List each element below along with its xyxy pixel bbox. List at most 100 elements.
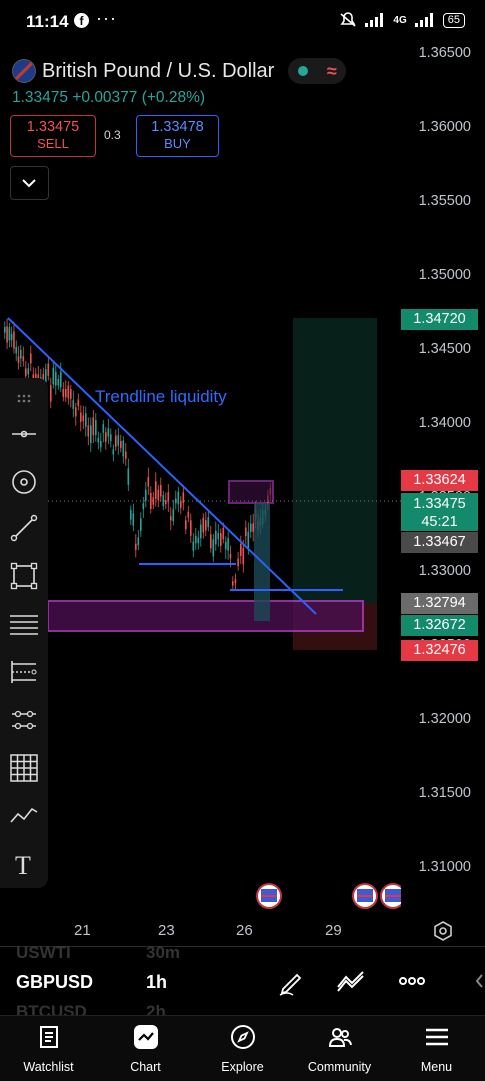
price-axis-tick: 1.32000 bbox=[418, 711, 471, 727]
level-tag-2: 1.32794 bbox=[401, 593, 478, 614]
candle bbox=[247, 531, 250, 550]
candle bbox=[157, 489, 160, 501]
gann-tool-icon[interactable] bbox=[8, 704, 40, 736]
nav-label: Community bbox=[307, 1060, 372, 1074]
candle bbox=[220, 533, 222, 546]
us-event-icon-2[interactable] bbox=[352, 883, 378, 909]
symbol-option-prev[interactable]: USWTI 30m bbox=[16, 943, 181, 962]
candle bbox=[229, 553, 232, 559]
candle bbox=[187, 511, 190, 518]
candle bbox=[65, 389, 67, 398]
candle bbox=[62, 389, 65, 397]
candle bbox=[155, 481, 157, 499]
sell-button[interactable]: 1.33475 SELL bbox=[10, 115, 96, 157]
watchlist-icon bbox=[39, 1026, 58, 1048]
more-options-icon[interactable] bbox=[398, 974, 426, 988]
sell-price: 1.33475 bbox=[26, 119, 80, 135]
nav-watchlist[interactable]: Watchlist bbox=[0, 1016, 97, 1081]
candle bbox=[57, 379, 60, 386]
price-axis-tick: 1.36000 bbox=[418, 119, 471, 135]
target-price-tag: 1.34720 bbox=[401, 309, 478, 330]
nav-chart[interactable]: Chart bbox=[97, 1016, 194, 1081]
candle bbox=[107, 428, 110, 437]
candle bbox=[20, 349, 22, 359]
nav-community[interactable]: Community bbox=[291, 1016, 388, 1081]
pitchfork-tool-icon[interactable] bbox=[8, 656, 40, 688]
candle bbox=[205, 520, 207, 531]
price-chart[interactable]: Trendline liquidity bbox=[0, 40, 485, 940]
market-status-pill[interactable]: ≈ bbox=[288, 58, 347, 84]
expand-button[interactable] bbox=[10, 166, 49, 200]
candle bbox=[6, 326, 8, 343]
candle bbox=[50, 385, 52, 402]
us-event-icon-3[interactable] bbox=[380, 883, 406, 909]
buy-label: BUY bbox=[164, 136, 191, 151]
collapse-arrow-icon[interactable] bbox=[474, 971, 484, 991]
pattern-tool-icon[interactable] bbox=[8, 800, 40, 832]
candle bbox=[102, 424, 105, 433]
price-axis-tick: 1.34500 bbox=[418, 341, 471, 357]
candle bbox=[67, 385, 70, 399]
toolbar-drag-handle-icon[interactable] bbox=[8, 384, 40, 416]
wave-icon: ≈ bbox=[326, 61, 337, 81]
trendline-annotation: Trendline liquidity bbox=[95, 387, 227, 406]
symbol-header[interactable]: British Pound / U.S. Dollar ≈ bbox=[12, 58, 347, 84]
candle bbox=[240, 543, 242, 556]
status-bar: 11:14 f ··· 4G 65 bbox=[0, 0, 485, 44]
stop-price-tag: 1.32476 bbox=[401, 640, 478, 661]
indicators-icon[interactable] bbox=[336, 969, 366, 993]
level-tag-3: 1.32672 bbox=[401, 615, 478, 636]
buy-button[interactable]: 1.33478 BUY bbox=[136, 115, 219, 157]
high-price-tag: 1.33624 bbox=[401, 470, 478, 491]
current-symbol[interactable]: GBPUSD bbox=[16, 972, 94, 992]
status-time: 11:14 bbox=[26, 12, 69, 31]
crosshair-icon[interactable] bbox=[8, 418, 40, 450]
battery-indicator: 65 bbox=[442, 12, 465, 28]
nav-label: Watchlist bbox=[23, 1060, 74, 1074]
candle bbox=[115, 435, 117, 447]
grid-tool-icon[interactable] bbox=[8, 752, 40, 784]
candle bbox=[237, 558, 239, 567]
spread-value: 0.3 bbox=[104, 128, 121, 142]
candle bbox=[120, 441, 122, 449]
candle bbox=[132, 513, 135, 526]
more-notifications-icon: ··· bbox=[96, 8, 117, 28]
symbol-title: British Pound / U.S. Dollar bbox=[42, 59, 275, 82]
candle bbox=[190, 520, 192, 536]
rectangle-tool-icon[interactable] bbox=[8, 560, 40, 592]
cursor-circle-icon[interactable] bbox=[8, 466, 40, 498]
date-tick: 21 bbox=[74, 922, 91, 939]
facebook-icon: f bbox=[74, 13, 89, 28]
candle bbox=[135, 543, 137, 550]
candle bbox=[110, 434, 112, 441]
current-interval[interactable]: 1h bbox=[146, 972, 168, 992]
candle bbox=[85, 413, 87, 427]
drawing-toolbar: T bbox=[0, 378, 48, 888]
candle bbox=[210, 534, 212, 549]
candle bbox=[70, 388, 72, 399]
price-axis-tick: 1.35500 bbox=[418, 193, 471, 209]
compass-icon bbox=[230, 1025, 255, 1049]
candle bbox=[130, 509, 132, 520]
draw-pen-icon[interactable] bbox=[277, 967, 305, 997]
candle bbox=[147, 477, 150, 487]
candle bbox=[175, 498, 177, 504]
candle bbox=[195, 535, 197, 544]
symbol-picker[interactable]: USWTI 30m GBPUSD 1h BTCUSD 2h bbox=[0, 943, 485, 1021]
candle bbox=[13, 331, 15, 349]
supply-zone-box bbox=[228, 480, 274, 504]
us-event-icon-1[interactable] bbox=[256, 883, 282, 909]
fib-retracement-icon[interactable] bbox=[8, 608, 40, 640]
candle bbox=[105, 432, 107, 442]
candle bbox=[45, 369, 47, 384]
chart-settings-icon[interactable] bbox=[432, 920, 454, 942]
candle bbox=[202, 517, 205, 533]
candle bbox=[52, 367, 55, 385]
price-axis-tick: 1.36500 bbox=[418, 45, 471, 61]
network-type: 4G bbox=[393, 14, 407, 26]
nav-explore[interactable]: Explore bbox=[194, 1016, 291, 1081]
nav-menu[interactable]: Menu bbox=[388, 1016, 485, 1081]
text-tool-icon[interactable]: T bbox=[8, 848, 40, 880]
last-price-value: 1.33475 bbox=[413, 496, 466, 512]
trendline-tool-icon[interactable] bbox=[8, 512, 40, 544]
